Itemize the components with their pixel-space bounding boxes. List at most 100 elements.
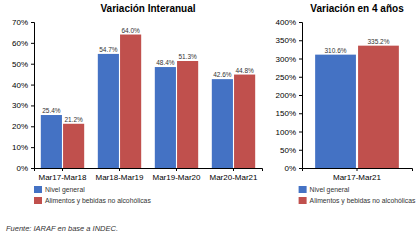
tick-label: 50% xyxy=(12,60,28,69)
axis-line xyxy=(35,169,263,172)
bar xyxy=(120,35,141,168)
bars xyxy=(315,46,399,168)
tick-label: Mar18-Mar19 xyxy=(95,173,144,182)
data-label: 25.4% xyxy=(42,107,61,114)
tick-mark xyxy=(299,150,302,151)
data-label: 335.2% xyxy=(367,38,389,45)
tick-mark xyxy=(357,168,358,171)
tick-label: 0% xyxy=(16,164,28,173)
tick-mark xyxy=(31,64,34,65)
tick-label: 100% xyxy=(276,128,296,137)
axis-line xyxy=(303,169,413,172)
data-label: 51.3% xyxy=(178,53,197,60)
data-label: 42.6% xyxy=(213,71,232,78)
legend-item: Nivel general xyxy=(34,186,85,194)
tick-mark xyxy=(31,85,34,86)
tick-label: Mar19-Mar20 xyxy=(152,173,201,182)
bar xyxy=(63,124,84,168)
y-tick: 300% xyxy=(276,55,302,64)
legend-label: Alimentos y bebidas no alcohólicas xyxy=(310,197,416,205)
tick-label: 400% xyxy=(276,18,296,27)
x-tick: Mar18-Mar19 xyxy=(95,168,144,182)
legend-swatch xyxy=(34,197,42,204)
tick-mark xyxy=(31,168,34,169)
chart-container: 25.4%54.7%48.4%42.6%21.2%64.0%51.3%44.8%… xyxy=(0,0,420,236)
tick-mark xyxy=(299,113,302,114)
y-tick: 30% xyxy=(12,101,34,110)
tick-label: 0% xyxy=(284,164,296,173)
tick-label: 60% xyxy=(12,39,28,48)
figure: 25.4%54.7%48.4%42.6%21.2%64.0%51.3%44.8%… xyxy=(0,0,420,236)
x-tick: Mar17-Mar18 xyxy=(38,168,87,182)
y-tick: 0% xyxy=(16,164,34,173)
bars xyxy=(41,35,255,168)
y-tick: 40% xyxy=(12,81,34,90)
y-tick: 0% xyxy=(284,164,302,173)
tick-mark xyxy=(31,147,34,148)
legend-swatch xyxy=(299,186,307,193)
axis-line xyxy=(299,23,303,169)
bar xyxy=(98,54,119,168)
y-tick: 50% xyxy=(280,146,302,155)
data-label: 44.8% xyxy=(235,67,254,74)
tick-label: 350% xyxy=(276,36,296,45)
tick-label: 30% xyxy=(12,101,28,110)
tick-label: 250% xyxy=(276,73,296,82)
tick-mark xyxy=(31,22,34,23)
y-tick: 200% xyxy=(276,91,302,100)
bar xyxy=(315,55,356,168)
tick-label: 150% xyxy=(276,109,296,118)
y-tick: 100% xyxy=(276,128,302,137)
legend-item: Alimentos y bebidas no alcohólicas xyxy=(299,197,416,205)
bar xyxy=(41,115,62,168)
tick-label: 20% xyxy=(12,122,28,131)
y-tick: 20% xyxy=(12,122,34,131)
tick-mark xyxy=(62,168,63,171)
tick-mark xyxy=(119,168,120,171)
x-axis: Mar17-Mar21 xyxy=(303,168,413,182)
tick-label: 200% xyxy=(276,91,296,100)
tick-mark xyxy=(176,168,177,171)
axis-line xyxy=(31,23,35,169)
tick-label: 70% xyxy=(12,18,28,27)
data-label: 64.0% xyxy=(121,27,140,34)
tick-mark xyxy=(299,40,302,41)
tick-label: 300% xyxy=(276,55,296,64)
tick-mark xyxy=(31,126,34,127)
legend-item: Nivel general xyxy=(299,186,350,194)
y-tick: 400% xyxy=(276,18,302,27)
y-tick: 250% xyxy=(276,73,302,82)
bar xyxy=(234,75,255,168)
bar xyxy=(155,67,176,168)
y-tick: 150% xyxy=(276,109,302,118)
data-label: 54.7% xyxy=(99,46,118,53)
legend: Nivel general Alimentos y bebidas no alco… xyxy=(299,186,416,205)
tick-mark xyxy=(31,43,34,44)
tick-mark xyxy=(299,77,302,78)
tick-mark xyxy=(31,105,34,106)
data-label: 310.6% xyxy=(325,47,347,54)
y-tick: 10% xyxy=(12,143,34,152)
tick-mark xyxy=(299,22,302,23)
bar xyxy=(212,79,233,168)
y-tick: 50% xyxy=(12,60,34,69)
data-labels: 310.6% 335.2% xyxy=(325,38,390,54)
tick-mark xyxy=(299,59,302,60)
legend-label: Alimentos y bebidas no alcohólicas xyxy=(45,197,151,205)
y-axis: 0% 10% 20% 30% 40% 50% 60% 70% xyxy=(12,18,35,173)
tick-mark xyxy=(299,168,302,169)
x-tick: Mar17-Mar21 xyxy=(333,168,382,182)
data-label: 48.4% xyxy=(156,59,175,66)
y-axis: 0% 50% 100% 150% 200% 250% 300% 350% 400% xyxy=(276,18,303,173)
legend-label: Nivel general xyxy=(45,186,85,194)
tick-label: Mar17-Mar21 xyxy=(333,173,382,182)
tick-mark xyxy=(299,95,302,96)
x-tick: Mar19-Mar20 xyxy=(152,168,201,182)
x-tick: Mar20-Mar21 xyxy=(209,168,258,182)
source-note: Fuente: IARAF en base a INDEC. xyxy=(6,224,118,233)
y-tick: 60% xyxy=(12,39,34,48)
y-tick: 70% xyxy=(12,18,34,27)
bar xyxy=(358,46,399,168)
legend-swatch xyxy=(34,186,42,193)
tick-mark xyxy=(233,168,234,171)
